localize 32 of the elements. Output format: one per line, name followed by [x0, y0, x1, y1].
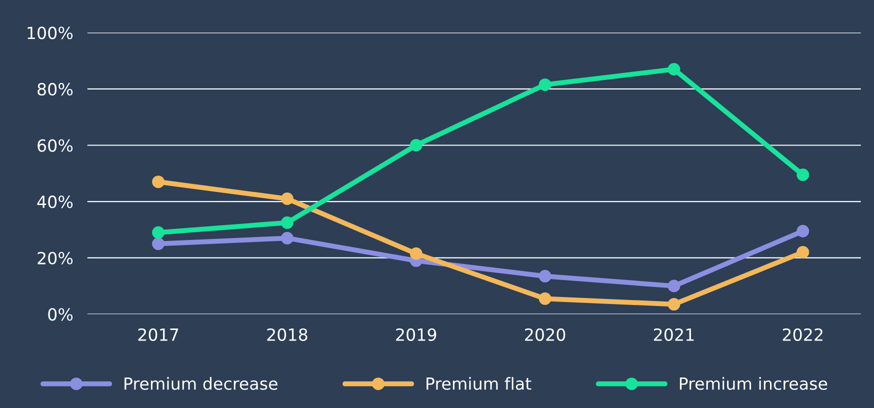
point: [152, 238, 165, 250]
y-tick-label: 0%: [48, 308, 73, 321]
y-tick-label: 100%: [28, 26, 73, 40]
point: [668, 62, 680, 76]
point: [796, 246, 810, 258]
legend-label: Premium decrease: [124, 377, 278, 390]
y-tick-label: 60%: [38, 139, 73, 152]
x-tick-label: 2022: [782, 328, 822, 341]
point: [668, 298, 680, 311]
point: [152, 226, 165, 239]
x-tick-label: 2017: [138, 328, 178, 341]
x-tick-label: 2020: [525, 328, 566, 341]
point: [410, 139, 422, 152]
x-tick-label: 2021: [654, 328, 694, 341]
point: [538, 270, 552, 282]
y-tick-label: 40%: [37, 196, 73, 208]
x-tick-label: 2019: [396, 328, 436, 341]
point: [538, 292, 552, 305]
point: [538, 78, 552, 91]
x-tick-label: 2018: [267, 328, 308, 341]
point: [280, 232, 294, 244]
legend-label: Premium increase: [680, 377, 828, 390]
point: [152, 176, 165, 188]
point: [668, 280, 680, 292]
point: [280, 192, 294, 205]
point: [796, 224, 810, 238]
y-tick-label: 80%: [38, 82, 73, 96]
y-tick-label: 20%: [38, 252, 73, 264]
legend-label: Premium flat: [426, 377, 532, 390]
point: [796, 168, 810, 182]
point: [280, 216, 294, 229]
point: [410, 247, 422, 260]
